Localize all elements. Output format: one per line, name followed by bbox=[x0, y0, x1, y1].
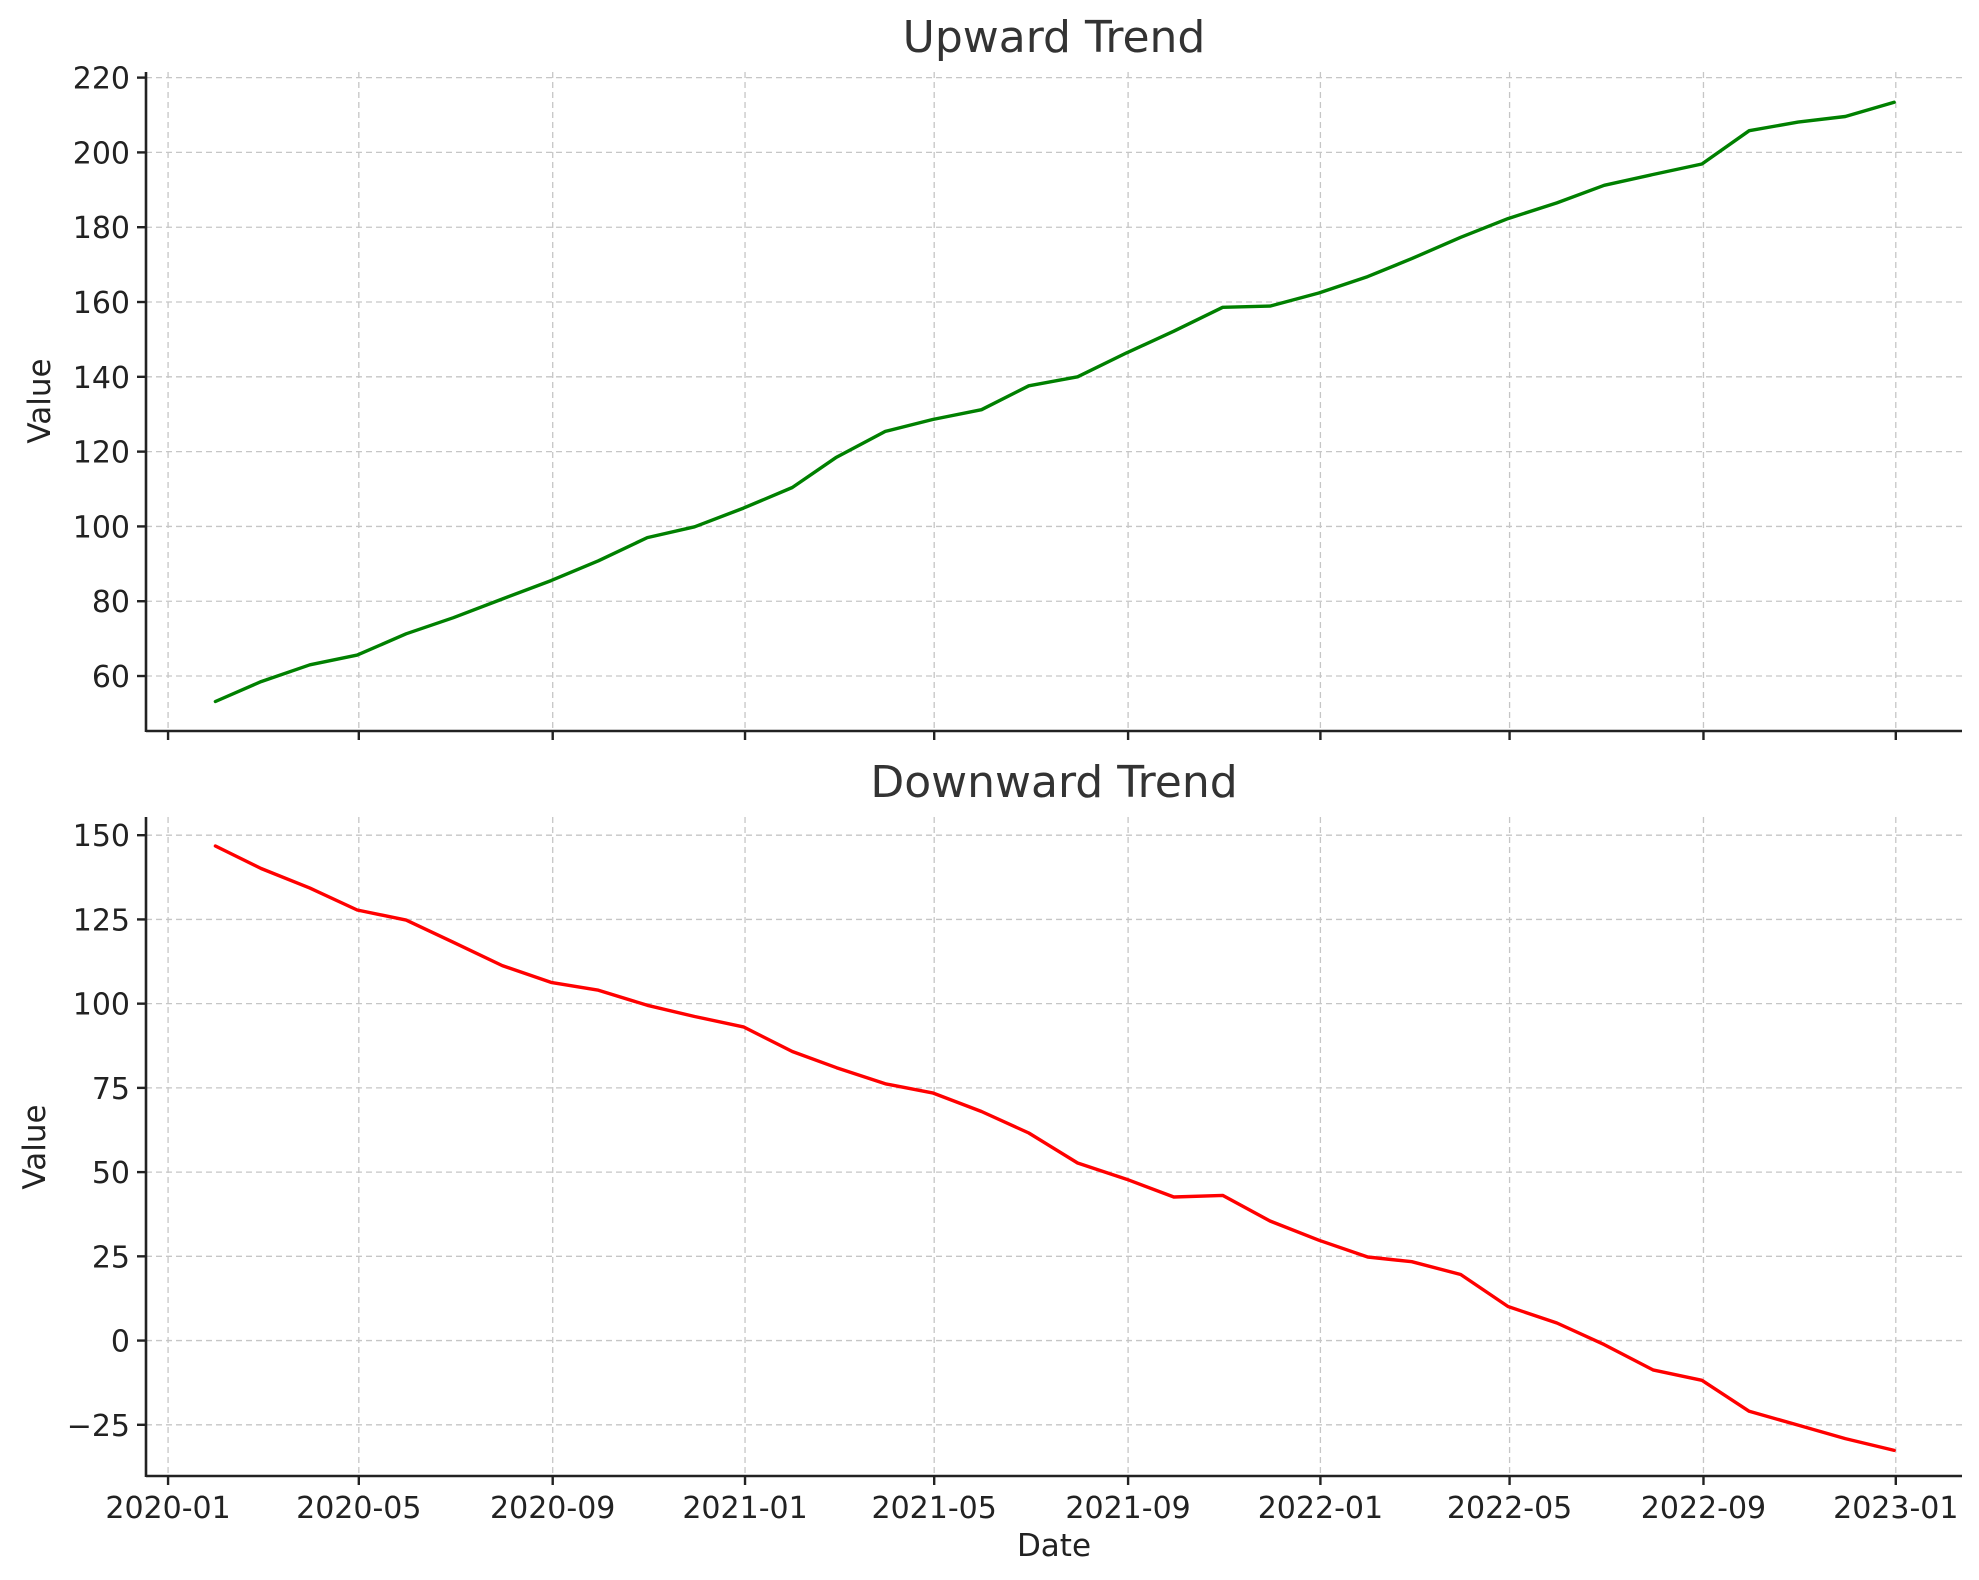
upward-trend-panel: 60 80 100 120 140 160 180 200 220 Upward Trend V… bbox=[22, 12, 1962, 740]
x-tick-label: 2022-05 bbox=[1447, 1491, 1572, 1526]
series-line bbox=[213, 100, 1896, 704]
y-tick-label: 100 bbox=[73, 510, 130, 545]
gridlines bbox=[146, 817, 1962, 1476]
x-tick-label: 2020-09 bbox=[490, 1491, 615, 1526]
x-tick-label: 2021-09 bbox=[1065, 1491, 1190, 1526]
y-axis-label: Value bbox=[22, 358, 58, 443]
series-lines bbox=[213, 844, 1896, 1453]
series-lines bbox=[213, 100, 1896, 704]
y-tick-label: 0 bbox=[111, 1325, 130, 1360]
y-tick-label: 200 bbox=[73, 136, 130, 171]
x-tick-label: 2021-05 bbox=[872, 1491, 997, 1526]
chart-title: Upward Trend bbox=[903, 12, 1206, 63]
y-tick-label: 180 bbox=[73, 211, 130, 246]
y-tick-label: −25 bbox=[67, 1409, 130, 1444]
y-tick-label: 50 bbox=[92, 1156, 130, 1191]
downward-trend-panel: 2020-01 2020-05 2020-09 2021-01 2021-05 2021-… bbox=[17, 757, 1962, 1564]
chart-title: Downward Trend bbox=[870, 757, 1237, 808]
x-tick-label: 2020-01 bbox=[105, 1491, 230, 1526]
y-tick-label: 75 bbox=[92, 1072, 130, 1107]
y-tick-label: 60 bbox=[92, 660, 130, 695]
y-tick-label: 150 bbox=[73, 819, 130, 854]
y-tick-label: 220 bbox=[73, 62, 130, 97]
x-tick-label: 2021-01 bbox=[682, 1491, 807, 1526]
ticks: 2020-01 2020-05 2020-09 2021-01 2021-05 2021-… bbox=[67, 819, 1959, 1526]
y-tick-label: 100 bbox=[73, 988, 130, 1023]
x-tick-label: 2022-01 bbox=[1258, 1491, 1383, 1526]
x-tick-label: 2020-05 bbox=[296, 1491, 421, 1526]
ticks: 60 80 100 120 140 160 180 200 220 bbox=[73, 62, 1897, 740]
y-tick-label: 125 bbox=[73, 903, 130, 938]
series-line bbox=[213, 844, 1896, 1453]
x-axis-label: Date bbox=[1017, 1528, 1091, 1564]
y-tick-label: 140 bbox=[73, 361, 130, 396]
y-axis-label: Value bbox=[17, 1104, 53, 1189]
gridlines bbox=[146, 72, 1962, 731]
x-tick-label: 2022-09 bbox=[1641, 1491, 1766, 1526]
y-tick-label: 25 bbox=[92, 1240, 130, 1275]
y-tick-label: 80 bbox=[92, 585, 130, 620]
x-tick-label: 2023-01 bbox=[1833, 1491, 1958, 1526]
y-tick-label: 120 bbox=[73, 436, 130, 471]
y-tick-label: 160 bbox=[73, 286, 130, 321]
